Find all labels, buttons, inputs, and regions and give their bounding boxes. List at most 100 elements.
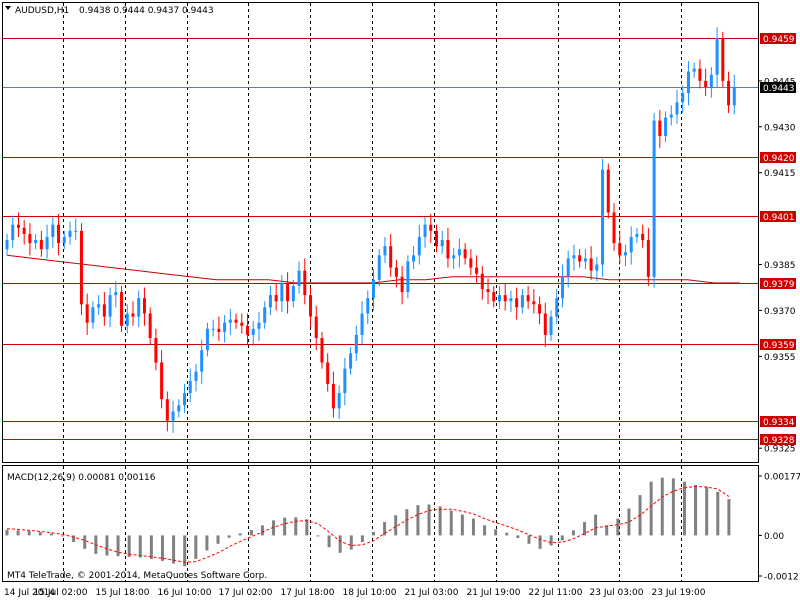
- macd-bar[interactable]: [227, 535, 231, 538]
- candles[interactable]: [5, 27, 736, 433]
- macd-bar[interactable]: [305, 519, 309, 536]
- candle-body[interactable]: [331, 383, 335, 409]
- candle-body[interactable]: [664, 117, 668, 136]
- price-tick-label[interactable]: 0.9430: [764, 123, 796, 133]
- candle-body[interactable]: [343, 368, 347, 394]
- macd-bar[interactable]: [172, 535, 176, 564]
- macd-bar[interactable]: [671, 478, 675, 536]
- macd-bar[interactable]: [527, 535, 531, 544]
- candle-body[interactable]: [97, 304, 101, 308]
- macd-bar[interactable]: [372, 532, 375, 536]
- candle-body[interactable]: [263, 307, 267, 323]
- macd-bar[interactable]: [460, 514, 464, 536]
- candle-body[interactable]: [423, 224, 427, 237]
- macd-bar[interactable]: [405, 509, 409, 536]
- macd-bar[interactable]: [205, 535, 209, 551]
- candle-body[interactable]: [131, 313, 135, 317]
- price-tick-label[interactable]: 0.9385: [764, 261, 796, 271]
- candle-body[interactable]: [503, 295, 507, 302]
- macd-bar[interactable]: [660, 477, 664, 536]
- candle-body[interactable]: [45, 236, 49, 250]
- candle-body[interactable]: [394, 267, 398, 277]
- macd-bar[interactable]: [716, 491, 720, 536]
- candle-body[interactable]: [515, 298, 519, 308]
- time-tick-label[interactable]: 17 Jul 18:00: [281, 588, 335, 598]
- macd-bar[interactable]: [505, 532, 509, 536]
- macd-bar[interactable]: [338, 535, 342, 553]
- price-tick-label[interactable]: 0.9415: [764, 169, 796, 179]
- candle-body[interactable]: [354, 334, 358, 354]
- candle-body[interactable]: [194, 371, 198, 381]
- candle-body[interactable]: [698, 68, 702, 81]
- candle-body[interactable]: [154, 337, 158, 363]
- candle-body[interactable]: [183, 393, 187, 406]
- macd-bar[interactable]: [616, 518, 620, 536]
- candle-body[interactable]: [309, 295, 313, 317]
- candle-body[interactable]: [417, 236, 421, 256]
- candle-body[interactable]: [108, 295, 112, 317]
- candle-body[interactable]: [492, 292, 496, 302]
- candle-body[interactable]: [440, 240, 444, 247]
- candle-body[interactable]: [526, 295, 530, 302]
- macd-bar[interactable]: [649, 481, 653, 536]
- candle-body[interactable]: [692, 68, 696, 72]
- candle-body[interactable]: [217, 328, 221, 332]
- candle-body[interactable]: [601, 169, 605, 265]
- macd-bar[interactable]: [183, 535, 187, 567]
- time-tick-label[interactable]: 23 Jul 03:00: [590, 588, 644, 598]
- candle-body[interactable]: [652, 120, 656, 277]
- candle-body[interactable]: [412, 255, 416, 262]
- macd-bar[interactable]: [327, 535, 331, 548]
- chevron-down-icon[interactable]: [5, 6, 11, 10]
- price-tick-label[interactable]: 0.9355: [764, 353, 796, 363]
- candle-body[interactable]: [234, 319, 238, 323]
- candle-body[interactable]: [74, 230, 78, 232]
- macd-bar[interactable]: [594, 514, 598, 536]
- candle-body[interactable]: [257, 322, 261, 329]
- candle-body[interactable]: [62, 236, 66, 244]
- candle-body[interactable]: [520, 295, 524, 308]
- candle-body[interactable]: [709, 74, 713, 87]
- candle-body[interactable]: [434, 230, 438, 247]
- macd-bar[interactable]: [5, 529, 9, 536]
- macd-bar[interactable]: [483, 525, 487, 536]
- macd-bar[interactable]: [727, 499, 731, 536]
- candle-body[interactable]: [704, 80, 708, 87]
- candle-body[interactable]: [606, 169, 610, 213]
- macd-bar[interactable]: [571, 530, 575, 536]
- candle-body[interactable]: [538, 304, 542, 314]
- macd-bar[interactable]: [416, 505, 420, 536]
- candle-body[interactable]: [51, 224, 55, 237]
- macd-bar[interactable]: [160, 535, 164, 561]
- candle-body[interactable]: [165, 399, 169, 421]
- macd-bar[interactable]: [27, 531, 31, 536]
- candle-body[interactable]: [320, 337, 324, 363]
- candle-body[interactable]: [177, 405, 181, 412]
- horizontal-levels[interactable]: [3, 38, 758, 440]
- candle-body[interactable]: [280, 282, 284, 302]
- macd-bar[interactable]: [471, 518, 475, 536]
- candle-body[interactable]: [120, 292, 124, 326]
- macd-bar[interactable]: [438, 506, 442, 536]
- time-tick-label[interactable]: 15 Jul 18:00: [96, 588, 150, 598]
- candle-body[interactable]: [303, 270, 307, 296]
- macd-bar[interactable]: [427, 504, 431, 536]
- macd-bar[interactable]: [627, 508, 631, 536]
- time-tick-label[interactable]: 16 Jul 10:00: [158, 588, 212, 598]
- candle-body[interactable]: [223, 322, 227, 332]
- candle-body[interactable]: [160, 362, 164, 400]
- candle-body[interactable]: [543, 313, 547, 335]
- candle-body[interactable]: [641, 233, 645, 241]
- macd-bar[interactable]: [61, 535, 65, 537]
- candle-body[interactable]: [497, 295, 501, 302]
- candle-body[interactable]: [372, 279, 375, 299]
- candle-body[interactable]: [589, 258, 593, 271]
- candle-body[interactable]: [22, 227, 26, 234]
- candle-body[interactable]: [727, 80, 731, 106]
- candle-body[interactable]: [268, 295, 272, 308]
- macd-bar[interactable]: [705, 486, 709, 536]
- candle-body[interactable]: [125, 313, 129, 326]
- macd-bar[interactable]: [72, 535, 76, 543]
